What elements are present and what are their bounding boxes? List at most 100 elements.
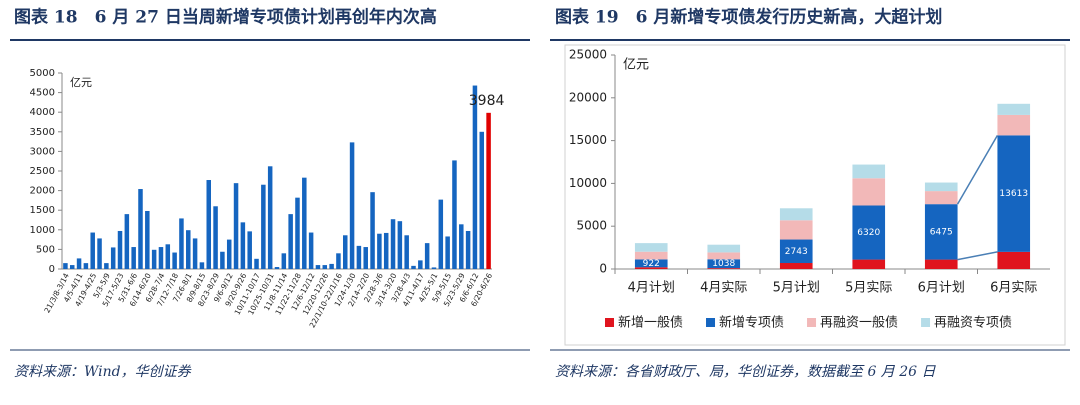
bar	[452, 160, 457, 269]
bar-segment	[852, 259, 886, 269]
bar-segment	[779, 263, 813, 269]
bar-segment	[779, 208, 813, 221]
bar	[329, 263, 334, 269]
bar-segment	[997, 251, 1031, 269]
bar-segment	[997, 114, 1031, 136]
y-tick-label: 4000	[30, 107, 55, 118]
bar	[438, 199, 444, 269]
legend-swatch	[921, 318, 931, 327]
bar	[261, 184, 266, 269]
data-label: 2743	[785, 247, 808, 257]
bar	[226, 239, 232, 269]
bar-segment	[707, 268, 741, 269]
bar	[97, 238, 102, 269]
bar	[138, 189, 143, 269]
bar	[418, 260, 423, 269]
bar-segment	[779, 239, 813, 264]
bar	[90, 232, 95, 269]
bar-segment	[924, 204, 958, 260]
bar	[76, 258, 82, 269]
bar	[315, 265, 321, 269]
bar	[124, 214, 130, 269]
bar-segment	[852, 178, 886, 206]
bar	[172, 252, 177, 269]
legend-swatch	[807, 318, 817, 327]
x-tick-label: 4月实际	[700, 281, 747, 296]
chart-title: 图表 18 6 月 27 日当周新增专项债计划再创年内次高	[14, 7, 437, 28]
data-label: 6320	[857, 228, 880, 238]
bar-segment	[707, 252, 741, 260]
bar	[274, 267, 280, 269]
x-tick-label: 5月计划	[773, 281, 820, 296]
connector	[956, 134, 999, 205]
bar-segment	[707, 259, 741, 269]
y-tick-label: 20000	[569, 90, 607, 104]
legend-label: 新增专项债	[719, 315, 784, 331]
y-tick-label: 2500	[30, 166, 55, 177]
bar	[465, 230, 471, 269]
bar-segment	[852, 205, 886, 260]
data-label: 3984	[469, 93, 505, 109]
bar	[424, 243, 430, 269]
y-tick-label: 500	[36, 244, 55, 255]
bar-segment	[634, 267, 668, 269]
legend-label: 再融资一般债	[820, 315, 898, 331]
bar	[104, 263, 109, 269]
bar	[356, 245, 362, 269]
bar	[151, 249, 157, 269]
bar	[411, 265, 416, 269]
bar	[69, 265, 75, 269]
bar	[110, 247, 116, 269]
bar	[131, 247, 136, 269]
y-tick-label: 15000	[569, 133, 607, 147]
bar	[63, 263, 68, 269]
bar	[158, 247, 164, 269]
bar	[254, 258, 259, 269]
bar	[479, 131, 485, 269]
bar	[213, 206, 218, 269]
bar	[281, 253, 287, 269]
y-tick-label: 25000	[569, 48, 607, 62]
bar	[459, 224, 464, 269]
bar	[370, 192, 375, 269]
bar	[308, 232, 314, 269]
bar	[206, 180, 211, 269]
bar	[404, 235, 409, 269]
bar	[145, 210, 150, 269]
bar	[240, 222, 246, 269]
bar	[336, 253, 341, 269]
bar	[288, 214, 293, 269]
bar	[295, 197, 300, 269]
connector	[957, 251, 998, 261]
data-label: 1038	[712, 259, 735, 269]
data-label: 922	[643, 259, 660, 269]
x-tick-label: 4月计划	[628, 281, 675, 296]
source: 资料来源：各省财政厅、局，华创证券，数据截至 6 月 26 日	[555, 364, 937, 380]
unit-label: 亿元	[70, 76, 92, 89]
y-tick-label: 0	[49, 264, 55, 275]
bar	[220, 251, 225, 269]
bar	[377, 233, 382, 269]
data-label: 13613	[999, 189, 1028, 199]
bar	[445, 236, 450, 269]
y-tick-label: 2000	[30, 186, 55, 197]
bar-segment	[852, 164, 886, 179]
bar-segment	[924, 191, 958, 205]
bar-segment	[634, 259, 668, 268]
data-label: 6475	[930, 227, 953, 237]
bar	[363, 247, 368, 269]
legend-swatch	[605, 318, 614, 327]
x-tick-label: 6月计划	[918, 281, 965, 296]
y-tick-label: 0	[599, 262, 607, 276]
bar-segment	[997, 103, 1031, 115]
bar	[486, 112, 491, 269]
chart-frame	[564, 44, 1066, 346]
legend-swatch	[706, 318, 716, 327]
bar	[431, 267, 437, 269]
bar-segment	[634, 251, 668, 260]
bar-segment	[924, 259, 958, 269]
bar	[233, 183, 239, 269]
x-tick-label: 5月实际	[845, 281, 892, 296]
bar	[165, 244, 171, 269]
